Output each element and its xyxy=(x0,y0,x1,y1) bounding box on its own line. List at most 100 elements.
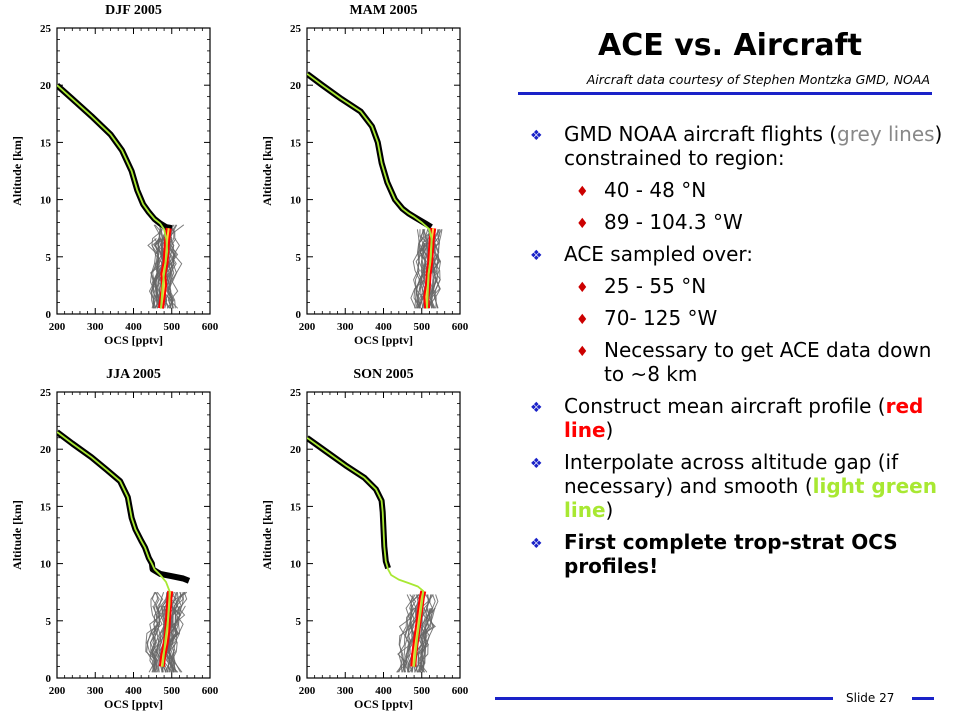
aircraft-flight-line xyxy=(168,591,186,673)
aircraft-flight-line xyxy=(145,591,164,673)
x-axis-label: OCS [pptv] xyxy=(104,697,163,711)
x-tick-label: 200 xyxy=(299,685,316,697)
bullet-diamond-icon: ❖ xyxy=(530,456,543,472)
x-tick-label: 200 xyxy=(299,321,316,333)
y-tick-label: 15 xyxy=(290,137,302,149)
y-tick-label: 10 xyxy=(40,195,52,207)
slide-title: ACE vs. Aircraft xyxy=(598,28,862,63)
bullet-diamond-icon: ❖ xyxy=(530,536,543,552)
y-tick-label: 25 xyxy=(40,387,52,399)
aircraft-flight-line xyxy=(397,594,417,673)
x-axis-label: OCS [pptv] xyxy=(104,333,163,347)
bullet-diamond-icon: ❖ xyxy=(530,248,543,264)
x-tick-label: 600 xyxy=(452,321,469,333)
aircraft-flight-line xyxy=(156,605,168,673)
bullet-item: ❖ First complete trop-strat OCS profiles! xyxy=(524,530,944,578)
y-tick-label: 0 xyxy=(296,309,302,321)
bullet-text: Necessary to get ACE data down to ~8 km xyxy=(604,338,932,386)
aircraft-flight-line xyxy=(154,592,169,673)
y-tick-label: 0 xyxy=(296,673,302,685)
y-axis-label: Altitude [km] xyxy=(260,136,274,206)
x-tick-label: 300 xyxy=(337,685,354,697)
bullet-item: ♦ 89 - 104.3 °W xyxy=(524,210,944,234)
aircraft-flight-line xyxy=(417,607,435,673)
bullet-text: ) xyxy=(605,418,614,442)
chart-title: DJF 2005 xyxy=(105,3,162,18)
ace-profile-line xyxy=(307,71,433,230)
aircraft-flight-line xyxy=(398,607,415,673)
x-tick-label: 400 xyxy=(125,685,142,697)
aircraft-flight-line xyxy=(412,242,425,309)
aircraft-flight-line xyxy=(169,224,185,309)
plot-area xyxy=(57,82,185,309)
y-tick-label: 20 xyxy=(290,444,302,456)
x-tick-label: 200 xyxy=(49,321,66,333)
bullet-text: Interpolate across altitude gap (if nece… xyxy=(564,450,899,498)
slide-subtitle: Aircraft data courtesy of Stephen Montzk… xyxy=(586,72,930,87)
x-tick-label: 500 xyxy=(414,685,431,697)
sub-bullet-diamond-icon: ♦ xyxy=(576,312,589,328)
x-tick-label: 600 xyxy=(452,685,469,697)
x-tick-label: 400 xyxy=(375,685,392,697)
y-tick-label: 5 xyxy=(46,616,52,628)
aircraft-flight-line xyxy=(147,238,159,309)
x-tick-label: 200 xyxy=(49,685,66,697)
y-tick-label: 10 xyxy=(40,559,52,571)
bullet-item: ♦ 70- 125 °W xyxy=(524,306,944,330)
aircraft-flight-line xyxy=(410,229,425,309)
sub-bullet-diamond-icon: ♦ xyxy=(576,280,589,296)
bullet-text: 25 - 55 °N xyxy=(604,274,707,298)
sub-bullet-diamond-icon: ♦ xyxy=(576,184,589,200)
x-tick-label: 500 xyxy=(414,321,431,333)
chart-panel-son-2005: SON 2005 0 5 10 15 20 25 200 300 400 500 600 OCS [pp… xyxy=(260,367,469,711)
bullet-text: ACE sampled over: xyxy=(564,242,754,266)
x-tick-label: 500 xyxy=(164,685,181,697)
y-tick-label: 25 xyxy=(290,387,302,399)
footer-divider-left xyxy=(495,697,833,700)
aircraft-flight-line xyxy=(402,594,414,673)
y-tick-label: 0 xyxy=(46,309,52,321)
footer-divider-right xyxy=(912,697,934,700)
aircraft-flight-line xyxy=(153,238,160,309)
bullet-text: First complete trop-strat OCS profiles! xyxy=(564,530,898,578)
x-tick-label: 300 xyxy=(337,321,354,333)
x-tick-label: 600 xyxy=(202,685,219,697)
plot-area xyxy=(307,71,443,309)
chart-title: JJA 2005 xyxy=(106,367,161,382)
y-tick-label: 5 xyxy=(296,616,302,628)
smoothed-profile-line xyxy=(57,84,169,309)
smoothed-profile-line xyxy=(307,73,433,309)
title-divider xyxy=(518,92,932,95)
bullet-item: ❖ Construct mean aircraft profile (red li… xyxy=(524,394,944,442)
y-tick-label: 10 xyxy=(290,195,302,207)
x-tick-label: 600 xyxy=(202,321,219,333)
smoothed-profile-line xyxy=(57,431,171,667)
y-tick-label: 20 xyxy=(40,444,52,456)
y-tick-label: 20 xyxy=(290,80,302,92)
chart-panel-djf-2005: DJF 2005 0 5 10 15 20 25 200 300 400 500 600 OCS [pp… xyxy=(10,3,219,347)
aircraft-flight-line xyxy=(420,607,433,673)
bullet-text: light green line xyxy=(564,474,937,522)
bullet-diamond-icon: ❖ xyxy=(530,400,543,416)
chart-panel-mam-2005: MAM 2005 0 5 10 15 20 25 200 300 400 500 600 OCS [pp… xyxy=(260,3,469,347)
bullet-text: red line xyxy=(564,394,924,442)
x-tick-label: 300 xyxy=(87,321,104,333)
y-tick-label: 5 xyxy=(46,252,52,264)
y-axis-label: Altitude [km] xyxy=(10,136,24,206)
x-axis-label: OCS [pptv] xyxy=(354,333,413,347)
bullet-text: 70- 125 °W xyxy=(604,306,718,330)
ace-profile-line xyxy=(307,435,391,570)
bullet-text: grey lines xyxy=(837,122,935,146)
sub-bullet-diamond-icon: ♦ xyxy=(576,216,589,232)
bullet-item: ❖ GMD NOAA aircraft flights (grey lines) … xyxy=(524,122,944,170)
aircraft-flight-line xyxy=(165,224,177,309)
x-tick-label: 500 xyxy=(164,321,181,333)
sub-bullet-diamond-icon: ♦ xyxy=(576,344,589,360)
bullet-item: ❖ ACE sampled over: xyxy=(524,242,944,266)
bullet-item: ♦ 25 - 55 °N xyxy=(524,274,944,298)
aircraft-flight-line xyxy=(427,229,439,309)
y-tick-label: 15 xyxy=(40,501,52,513)
ace-profile-line xyxy=(57,429,191,584)
bullet-text: ) constrained to region: xyxy=(564,122,943,170)
bullet-text: 40 - 48 °N xyxy=(604,178,707,202)
